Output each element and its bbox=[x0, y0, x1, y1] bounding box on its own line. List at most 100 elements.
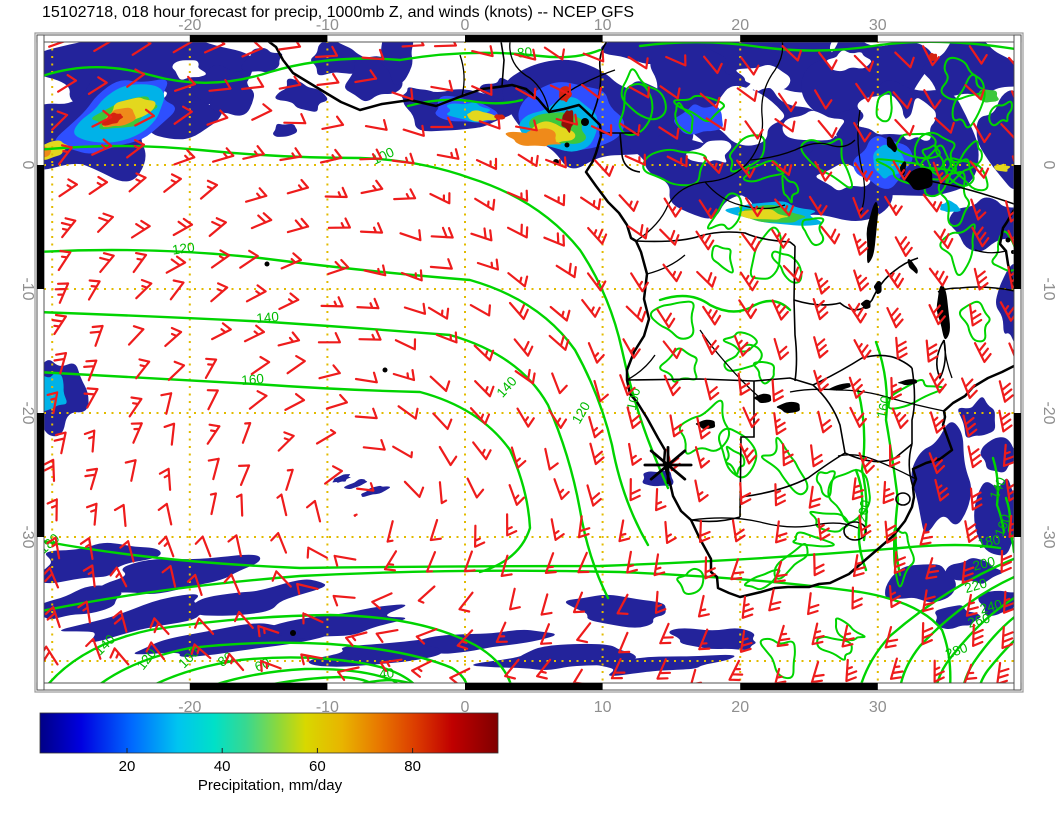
height-contour-squiggle bbox=[800, 138, 853, 189]
lon-tick-label-bottom: -20 bbox=[178, 699, 201, 716]
wind-barb bbox=[587, 227, 608, 245]
height-contour-squiggle bbox=[895, 132, 941, 160]
frame-bar-black bbox=[1014, 165, 1021, 289]
wind-barb bbox=[474, 380, 495, 398]
wind-barb bbox=[998, 380, 1014, 403]
wind-barb bbox=[736, 87, 758, 102]
wind-barb bbox=[624, 153, 646, 166]
height-contour bbox=[899, 575, 1014, 683]
wind-barb bbox=[356, 297, 380, 310]
wind-barb bbox=[478, 117, 501, 130]
wind-barb bbox=[46, 391, 59, 415]
wind-barb bbox=[968, 303, 983, 327]
wind-barb bbox=[628, 442, 642, 466]
wind-barb bbox=[161, 565, 177, 588]
precip-blob bbox=[996, 264, 1014, 342]
wind-barb bbox=[97, 212, 114, 233]
wind-barb bbox=[1008, 342, 1014, 358]
wind-barb bbox=[817, 120, 838, 139]
wind-barb bbox=[890, 376, 902, 401]
wind-barb bbox=[475, 157, 498, 170]
precip-gap bbox=[826, 50, 872, 72]
wind-barb bbox=[694, 479, 709, 503]
frame-bar-black bbox=[37, 413, 44, 537]
wind-barb bbox=[889, 657, 904, 680]
contour-value-label: 160 bbox=[241, 371, 265, 388]
height-contour-squiggle bbox=[834, 617, 866, 642]
wind-barb bbox=[53, 431, 67, 455]
wind-barb bbox=[929, 411, 946, 434]
wind-barb bbox=[315, 428, 337, 445]
precip-core bbox=[101, 112, 124, 126]
wind-barb bbox=[403, 302, 427, 315]
wind-barb bbox=[893, 551, 906, 575]
contour-value-label: 200 bbox=[971, 554, 996, 574]
lon-tick-label-top: 0 bbox=[461, 17, 470, 34]
wind-barb bbox=[933, 228, 954, 250]
precip-blob bbox=[344, 479, 368, 490]
wind-barb bbox=[474, 524, 486, 548]
precip-core bbox=[505, 131, 562, 147]
lon-tick-label-top: -20 bbox=[178, 17, 201, 34]
height-contour-squiggle bbox=[678, 399, 731, 455]
height-contour bbox=[44, 540, 1002, 570]
wind-barb bbox=[401, 41, 425, 48]
wind-barb bbox=[703, 55, 723, 74]
wind-barb bbox=[576, 622, 592, 644]
height-contour-squiggle bbox=[875, 90, 893, 123]
colorbar-tick-label: 20 bbox=[119, 758, 136, 775]
wind-barb bbox=[925, 557, 940, 580]
wind-barb bbox=[278, 292, 300, 311]
wind-barb bbox=[83, 359, 98, 382]
wind-barb bbox=[967, 445, 982, 469]
wind-barb bbox=[163, 422, 176, 446]
wind-barb bbox=[46, 498, 58, 522]
wind-barb bbox=[965, 593, 979, 617]
lat-tick-label-right: 0 bbox=[1040, 161, 1056, 170]
contour-value-label: 200 bbox=[854, 499, 873, 524]
lake bbox=[886, 136, 897, 153]
precip-blob bbox=[911, 422, 972, 533]
wind-barb bbox=[206, 109, 229, 126]
wind-barb bbox=[933, 659, 945, 683]
wind-barb bbox=[471, 45, 494, 58]
wind-barb bbox=[208, 217, 227, 237]
wind-barb bbox=[318, 364, 341, 380]
precip-blob bbox=[417, 629, 555, 654]
wind-barb bbox=[371, 592, 393, 610]
wind-barb bbox=[848, 376, 865, 399]
wind-barb bbox=[731, 519, 746, 543]
wind-barb bbox=[536, 658, 552, 680]
wind-barb bbox=[204, 41, 226, 54]
wind-barb bbox=[698, 199, 718, 220]
wind-barb bbox=[813, 553, 825, 577]
wind-barb bbox=[402, 124, 425, 137]
wind-barb bbox=[57, 249, 72, 272]
wind-barb bbox=[358, 329, 382, 341]
wind-barb bbox=[889, 444, 901, 468]
wind-barb bbox=[540, 623, 553, 645]
wind-barb bbox=[507, 223, 529, 239]
height-contour-squiggle bbox=[642, 148, 708, 187]
precip-gap bbox=[736, 64, 791, 92]
wind-barb bbox=[555, 113, 579, 126]
wind-barb bbox=[543, 46, 565, 61]
wind-barb bbox=[744, 120, 764, 140]
country-border bbox=[908, 443, 914, 488]
wind-barb bbox=[359, 222, 384, 234]
wind-barb bbox=[306, 499, 322, 523]
wind-barb bbox=[545, 156, 567, 169]
wind-barb bbox=[998, 409, 1013, 433]
island bbox=[290, 630, 296, 636]
lat-tick-label-left: 0 bbox=[19, 161, 36, 170]
wind-barb bbox=[1008, 514, 1014, 538]
wind-barb bbox=[353, 513, 358, 517]
wind-barb bbox=[813, 369, 829, 393]
wind-barb bbox=[892, 160, 911, 181]
wind-barb bbox=[248, 390, 268, 410]
wind-barb bbox=[257, 625, 280, 638]
wind-barb bbox=[54, 282, 70, 304]
wind-barb bbox=[814, 161, 833, 182]
wind-barb bbox=[811, 622, 825, 646]
wind-barb bbox=[325, 393, 348, 410]
